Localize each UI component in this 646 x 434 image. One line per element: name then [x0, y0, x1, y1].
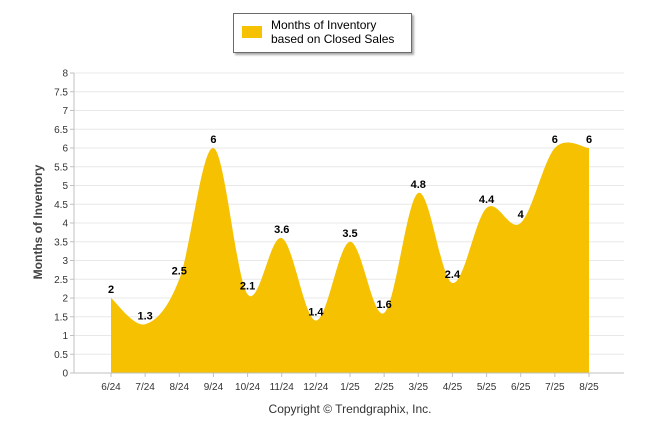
- y-axis-title: Months of Inventory: [31, 164, 45, 279]
- data-label: 6: [586, 134, 592, 146]
- y-tick-label: 5.5: [54, 162, 68, 173]
- y-tick-label: 0: [62, 369, 68, 380]
- x-tick-label: 6/24: [101, 382, 121, 393]
- data-label: 4.8: [411, 179, 426, 191]
- data-label: 3.5: [342, 228, 357, 240]
- legend-label: Months of Inventory based on Closed Sale…: [271, 18, 395, 46]
- y-tick-label: 6: [62, 144, 68, 155]
- y-tick-label: 3.5: [54, 237, 68, 248]
- data-label: 2.4: [445, 269, 461, 281]
- x-tick-label: 8/25: [579, 382, 599, 393]
- x-tick-label: 12/24: [303, 382, 328, 393]
- y-tick-label: 5: [62, 181, 68, 192]
- data-label: 2.5: [172, 265, 187, 277]
- legend: Months of Inventory based on Closed Sale…: [233, 13, 412, 53]
- x-tick-label: 7/24: [135, 382, 155, 393]
- y-tick-label: 7: [62, 106, 68, 117]
- y-tick-label: 3: [62, 256, 68, 267]
- y-tick-label: 1.5: [54, 312, 68, 323]
- x-tick-label: 7/25: [545, 382, 565, 393]
- x-tick-label: 11/24: [270, 382, 295, 393]
- x-tick-label: 8/24: [170, 382, 190, 393]
- y-tick-label: 4: [62, 219, 68, 230]
- y-tick-label: 2: [62, 294, 68, 305]
- y-tick-label: 7.5: [54, 87, 68, 98]
- data-label: 6: [552, 134, 558, 146]
- x-tick-label: 5/25: [477, 382, 497, 393]
- x-tick-label: 1/25: [340, 382, 360, 393]
- area-series: [111, 142, 589, 373]
- y-tick-label: 8: [62, 69, 68, 80]
- x-tick-label: 9/24: [204, 382, 224, 393]
- data-label: 1.3: [137, 310, 152, 322]
- x-tick-label: 10/24: [235, 382, 260, 393]
- y-tick-label: 2.5: [54, 275, 68, 286]
- x-tick-label: 4/25: [443, 382, 463, 393]
- x-tick-label: 3/25: [409, 382, 429, 393]
- y-tick-label: 4.5: [54, 200, 68, 211]
- y-tick-label: 6.5: [54, 125, 68, 136]
- y-tick-label: 0.5: [54, 350, 68, 361]
- data-label: 2.1: [240, 280, 255, 292]
- data-label: 4: [518, 209, 525, 221]
- data-label: 3.6: [274, 224, 289, 236]
- data-label: 4.4: [479, 194, 495, 206]
- axes: [73, 73, 624, 377]
- legend-swatch: [242, 26, 262, 38]
- y-tick-labels: 0 0.5 1 1.5 2 2.5 3 3.5 4 4.5 5 5.5 6 6.5 7 7.5 8: [54, 69, 68, 380]
- data-label: 2: [108, 284, 114, 296]
- x-tick-label: 2/25: [374, 382, 394, 393]
- data-labels: 2 1.3 2.5 6 2.1 3.6 1.4 3.5 1.6 4.8 2.4 4.4 4 6 6: [108, 134, 592, 322]
- x-tick-label: 6/25: [511, 382, 531, 393]
- x-tick-labels: 6/24 7/24 8/24 9/24 10/24 11/24 12/24 1/25 2/25 3…: [101, 382, 599, 393]
- y-tick-label: 1: [62, 331, 68, 342]
- data-label: 6: [210, 134, 216, 146]
- copyright-text: Copyright © Trendgraphix, Inc.: [268, 402, 432, 416]
- data-label: 1.6: [376, 299, 391, 311]
- data-label: 1.4: [308, 307, 324, 319]
